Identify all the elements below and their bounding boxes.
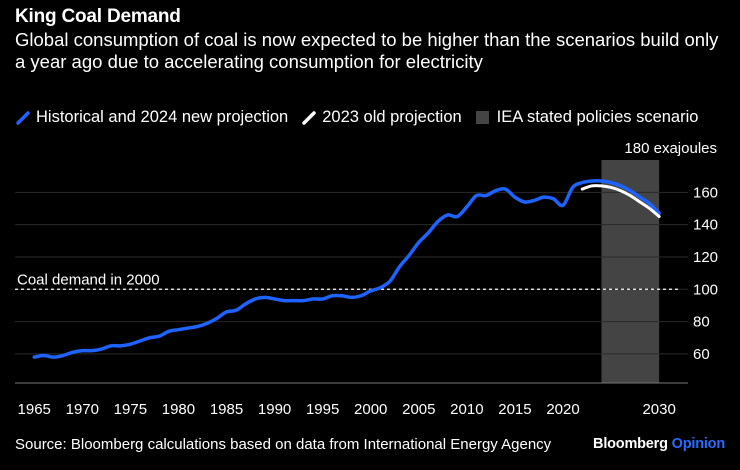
y-tick-label: 140 [693, 217, 718, 234]
x-tick-label: 2005 [402, 401, 435, 418]
source-note: Source: Bloomberg calculations based on … [15, 436, 552, 453]
x-tick-label: 1965 [18, 401, 51, 418]
x-tick-label: 2015 [498, 401, 531, 418]
x-tick-label: 1975 [114, 401, 147, 418]
series-line-historical [32, 179, 661, 359]
legend-item-old: 2023 old projection [302, 108, 462, 127]
y-tick-label: 60 [693, 346, 710, 363]
legend-label-old: 2023 old projection [322, 108, 462, 126]
y-tick-label: 160 [693, 184, 718, 201]
x-tick-label: 1980 [162, 401, 195, 418]
x-tick-label: 1970 [66, 401, 99, 418]
y-axis-top-label: 180 exajoules [624, 140, 717, 157]
legend-swatch-old [302, 110, 316, 125]
x-tick-label: 1995 [306, 401, 339, 418]
legend-swatch-iea [475, 111, 489, 124]
legend-item-iea: IEA stated policies scenario [475, 108, 699, 127]
chart-title: King Coal Demand [15, 6, 181, 27]
legend-item-historical: Historical and 2024 new projection [16, 108, 288, 127]
series-line-old-projection [580, 184, 661, 219]
x-tick-label: 2000 [354, 401, 387, 418]
legend-label-iea: IEA stated policies scenario [496, 108, 699, 126]
legend-label-historical: Historical and 2024 new projection [36, 108, 289, 126]
brand-logo: Bloomberg Opinion [593, 436, 725, 452]
x-tick-label: 2020 [546, 401, 579, 418]
y-tick-label: 80 [693, 314, 710, 331]
legend: Historical and 2024 new projection 2023 … [16, 108, 712, 127]
y-tick-label: 100 [693, 281, 718, 298]
chart-subtitle: Global consumption of coal is now expect… [15, 29, 719, 72]
reference-line-label: Coal demand in 2000 [17, 271, 160, 288]
x-tick-label: 1990 [258, 401, 291, 418]
x-tick-label: 1985 [210, 401, 243, 418]
iea-shaded-region [601, 160, 660, 383]
brand-accent: Opinion [671, 436, 726, 452]
legend-swatch-historical [16, 110, 30, 125]
x-tick-label: 2030 [642, 401, 675, 418]
y-tick-label: 120 [693, 249, 718, 266]
x-tick-label: 2010 [450, 401, 483, 418]
brand-name: Bloomberg [593, 436, 668, 452]
